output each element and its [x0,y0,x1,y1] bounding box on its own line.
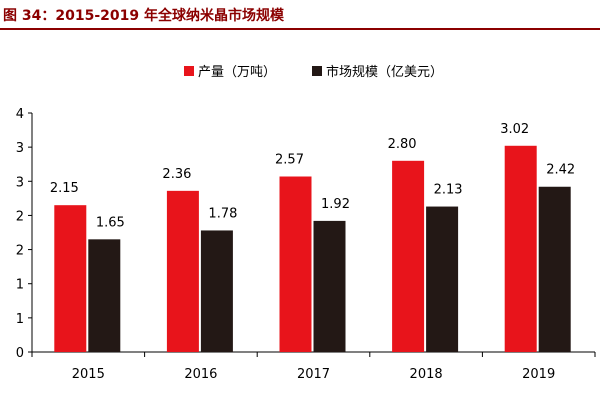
bar-production-2018 [392,160,425,352]
bar-market-2015 [88,239,121,352]
y-tick-label: 2 [16,209,24,224]
data-labels: 2.15 2.36 2.57 2.80 3.02 1.65 1.78 1.92 2.13 2.42 [50,122,575,231]
bar-production-2017 [279,176,312,352]
y-tick-label: 1 [16,312,24,327]
data-label: 1.65 [96,215,125,230]
bar-market-2018 [426,206,459,352]
bars [54,145,571,352]
bar-production-2019 [504,145,537,352]
legend-label-1: 产量（万吨） [198,65,276,80]
y-tick-label: 3 [16,175,24,190]
x-tick-label: 2016 [184,367,217,382]
y-tick-label: 2 [16,244,24,259]
data-label: 1.92 [321,197,350,212]
legend-label-2: 市场规模（亿美元） [326,64,443,80]
figure-title: 图 34：2015-2019 年全球纳米晶市场规模 [3,8,284,24]
data-label: 1.78 [208,206,237,221]
data-label: 2.80 [388,137,417,152]
bar-production-2016 [166,190,199,352]
figure-header: 图 34：2015-2019 年全球纳米晶市场规模 [0,0,600,30]
data-label: 2.57 [275,153,304,168]
legend: 产量（万吨） 市场规模（亿美元） [184,64,443,80]
bar-market-2016 [200,230,233,352]
y-axis: 0 1 1 2 2 3 3 4 [16,107,33,361]
bar-market-2019 [538,186,571,352]
y-tick-label: 4 [16,107,24,122]
y-tick-label: 0 [16,346,24,361]
x-tick-label: 2018 [410,367,443,382]
legend-swatch-1 [184,66,194,76]
data-label: 2.42 [546,163,575,178]
data-label: 2.15 [50,181,79,196]
title-underline [0,28,600,30]
data-label: 2.13 [434,183,463,198]
y-tick-label: 3 [16,141,24,156]
x-tick-label: 2019 [522,367,555,382]
data-label: 3.02 [500,122,529,137]
x-tick-label: 2017 [297,367,330,382]
y-tick-label: 1 [16,278,24,293]
data-label: 2.36 [162,167,191,182]
x-axis: 2015 2016 2017 2018 2019 [31,351,596,382]
x-tick-label: 2015 [72,367,105,382]
legend-swatch-2 [312,66,322,76]
bar-market-2017 [313,220,346,352]
bar-production-2015 [54,205,87,352]
